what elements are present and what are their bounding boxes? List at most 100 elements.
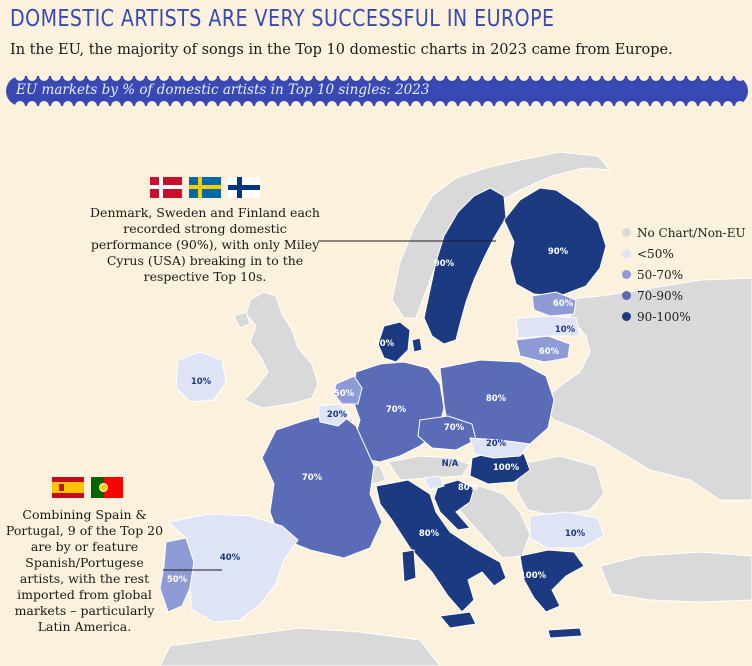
banner-scallop xyxy=(375,101,385,106)
region-czechia xyxy=(417,415,477,451)
banner-scallop xyxy=(639,76,649,81)
banner-scallop xyxy=(351,76,361,81)
value-label-netherlands: 50% xyxy=(334,389,355,399)
banner-scallop xyxy=(447,101,457,106)
banner-scallop xyxy=(687,101,697,106)
banner-scallop xyxy=(339,101,349,106)
banner-scallop xyxy=(15,76,25,81)
region-sicily xyxy=(439,611,477,629)
nordic-flags xyxy=(150,177,260,198)
banner-scallop xyxy=(303,101,313,106)
banner-scallop xyxy=(255,76,265,81)
region-finland xyxy=(503,187,607,297)
value-label-estonia: 60% xyxy=(553,299,574,309)
banner-scallop xyxy=(723,76,733,81)
banner-scallop xyxy=(291,76,301,81)
banner-scallop xyxy=(411,76,421,81)
banner-scallop xyxy=(255,101,265,106)
banner-scallop xyxy=(735,76,745,81)
banner-scallop xyxy=(27,101,37,106)
page-subtitle: In the EU, the majority of songs in the … xyxy=(10,42,673,58)
banner-scallop xyxy=(663,76,673,81)
banner-scallop xyxy=(243,76,253,81)
region-norway xyxy=(391,151,612,319)
sweden-flag xyxy=(189,177,221,198)
value-label-latvia: 10% xyxy=(555,325,576,335)
value-label-poland: 80% xyxy=(486,394,507,404)
banner-scallop xyxy=(711,76,721,81)
banner-scallop xyxy=(555,76,565,81)
spain-flag xyxy=(52,477,84,498)
value-label-finland: 90% xyxy=(548,247,569,257)
banner-scallop xyxy=(543,101,553,106)
banner-scallop xyxy=(519,101,529,106)
map-legend: No Chart/Non-EU <50% 50-70% 70-90% 90-100% xyxy=(622,222,746,327)
banner-scallop xyxy=(27,76,37,81)
banner-scallop xyxy=(315,101,325,106)
banner-scallop xyxy=(579,101,589,106)
region-bulgaria xyxy=(529,511,605,549)
nordic-callout: Denmark, Sweden and Finland each recorde… xyxy=(90,205,320,284)
banner-scallop xyxy=(327,76,337,81)
banner-scallop xyxy=(459,101,469,106)
banner-scallop xyxy=(387,76,397,81)
banner-scallop xyxy=(471,76,481,81)
banner-scallop xyxy=(75,76,85,81)
iberia-callout: Combining Spain & Portugal, 9 of the Top… xyxy=(5,507,164,634)
banner-scallop xyxy=(651,101,661,106)
banner-scallop xyxy=(615,101,625,106)
region-ireland xyxy=(175,351,227,403)
legend-item: <50% xyxy=(622,243,746,264)
value-label-czechia: 70% xyxy=(444,423,465,433)
region-slovakia xyxy=(469,437,531,459)
banner-scallop xyxy=(207,101,217,106)
banner-scallop xyxy=(663,101,673,106)
value-label-ireland: 10% xyxy=(191,377,212,387)
value-label-bulgaria: 10% xyxy=(565,529,586,539)
page-title: DOMESTIC ARTISTS ARE VERY SUCCESSFUL IN … xyxy=(10,6,555,32)
banner-scallop xyxy=(627,76,637,81)
banner-scallop xyxy=(195,101,205,106)
banner-scallop xyxy=(471,101,481,106)
value-label-denmark: 90% xyxy=(374,339,395,349)
banner-scallop xyxy=(327,101,337,106)
banner-scallop xyxy=(147,101,157,106)
banner-scallop xyxy=(507,101,517,106)
region-austria xyxy=(387,455,471,481)
legend-label: 90-100% xyxy=(637,309,691,324)
iberia-flags xyxy=(52,477,123,498)
europe-map: 90% 90% 90% 60% 10% 60% 10% 50% 20% 70% 80% 70% 20% 1… xyxy=(159,151,752,666)
value-label-france: 70% xyxy=(302,473,323,483)
banner-scallop xyxy=(267,76,277,81)
banner-scallop xyxy=(555,101,565,106)
value-label-lithuania: 60% xyxy=(539,347,560,357)
banner-scallop xyxy=(447,76,457,81)
value-label-slovakia: 20% xyxy=(486,439,507,449)
region-slovenia xyxy=(423,475,445,491)
banner-scallop xyxy=(303,76,313,81)
region-spain xyxy=(166,513,299,623)
banner-scallop xyxy=(495,76,505,81)
banner-scallop xyxy=(435,76,445,81)
region-scotland-isles xyxy=(233,311,251,329)
banner-scallop xyxy=(375,76,385,81)
banner-scallop xyxy=(711,101,721,106)
region-greece xyxy=(519,549,585,613)
legend-label: 70-90% xyxy=(637,288,683,303)
region-netherlands xyxy=(333,375,363,405)
banner-scallop xyxy=(603,101,613,106)
banner-scallop xyxy=(675,101,685,106)
banner-scallop xyxy=(123,101,133,106)
banner-scallop xyxy=(567,101,577,106)
portugal-flag xyxy=(91,477,123,498)
region-eastern-non-eu xyxy=(539,277,752,501)
banner-scallop xyxy=(699,101,709,106)
legend-item: No Chart/Non-EU xyxy=(622,222,746,243)
value-label-belgium: 20% xyxy=(327,410,348,420)
banner-scallop xyxy=(123,76,133,81)
banner-scallop xyxy=(195,76,205,81)
banner-scallop xyxy=(99,76,109,81)
banner-scallop xyxy=(639,101,649,106)
value-label-hungary: 100% xyxy=(493,463,520,473)
value-label-sweden: 90% xyxy=(434,259,455,269)
